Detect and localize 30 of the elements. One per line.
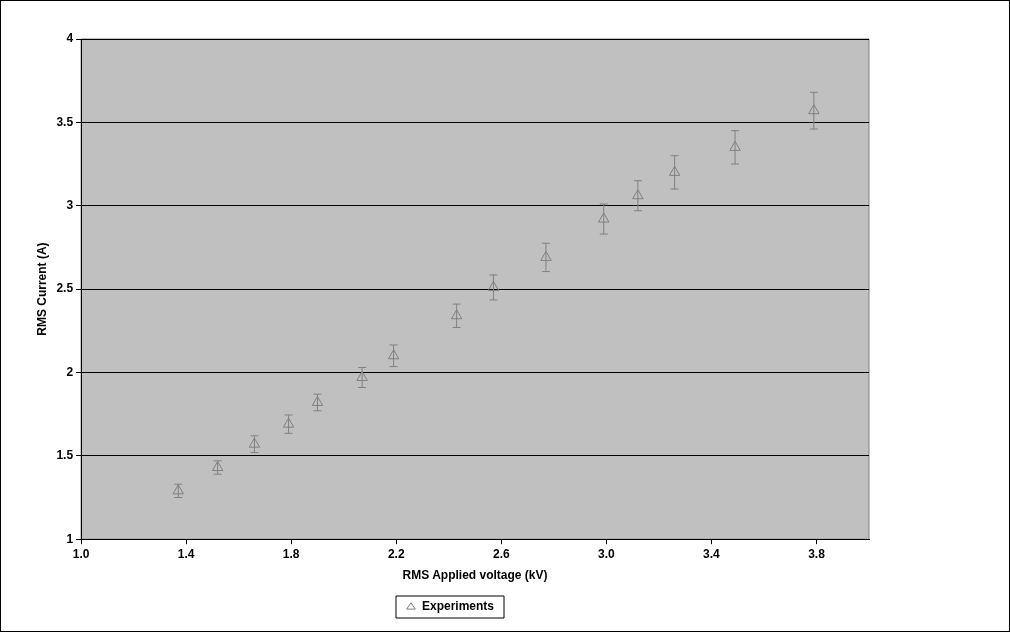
x-tick-label: 1.8: [282, 546, 300, 561]
y-tick-label: 3: [66, 198, 74, 213]
point: [387, 349, 400, 360]
y-axis-title: RMS Current (A): [34, 242, 49, 336]
x-tick-label: 3.8: [808, 546, 826, 561]
x-tick-label: 1.0: [72, 546, 90, 561]
point: [356, 370, 368, 381]
x-tick-label: 3.4: [703, 546, 721, 561]
point: [282, 417, 295, 428]
y-tick-label: 2.5: [56, 281, 74, 296]
y-tick-label: 4: [66, 31, 74, 46]
x-tick-label: 3.0: [598, 546, 616, 561]
point: [729, 140, 741, 151]
point: [172, 484, 184, 495]
point: [598, 212, 610, 223]
y-tick-label: 1.5: [56, 448, 74, 463]
point: [668, 165, 681, 176]
point: [808, 104, 820, 115]
legend-label: Experiments: [421, 599, 495, 614]
point: [450, 309, 463, 320]
point: [248, 437, 261, 448]
x-tick-label: 1.4: [177, 546, 195, 561]
y-tick-label: 3.5: [56, 114, 74, 129]
point: [540, 250, 552, 261]
x-tick-label: 2.6: [492, 546, 510, 561]
x-tick-label: 2.2: [387, 546, 405, 561]
y-tick-label: 2: [66, 364, 74, 379]
x-axis-title: RMS Applied voltage (kV): [402, 568, 548, 583]
point: [632, 189, 644, 200]
y-tick-label: 1: [66, 531, 74, 546]
